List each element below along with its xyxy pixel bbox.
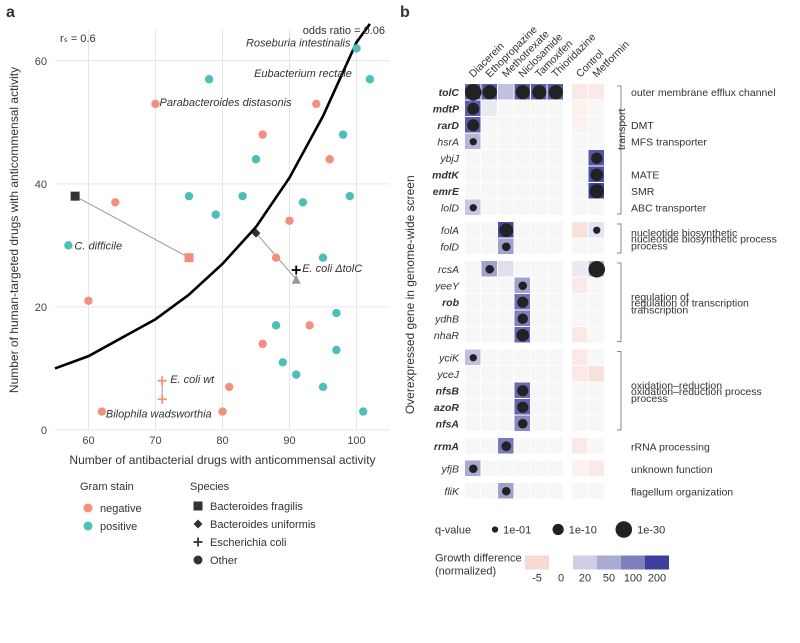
scatter-svg: 60 70 80 90 100 0 20 40 60 Roseburia intestinalis… [0, 0, 400, 640]
svg-text:1e-10: 1e-10 [569, 525, 597, 537]
svg-text:yceJ: yceJ [436, 369, 459, 381]
svg-text:unknown function: unknown function [631, 464, 713, 476]
svg-text:20: 20 [579, 573, 591, 585]
svg-text:tolC: tolC [439, 87, 460, 99]
svg-text:regulation of: regulation of [631, 291, 689, 303]
svg-text:80: 80 [216, 435, 228, 447]
svg-text:rarD: rarD [437, 120, 459, 132]
svg-text:flagellum organization: flagellum organization [631, 486, 733, 498]
svg-text:emrE: emrE [433, 186, 460, 198]
svg-text:positive: positive [100, 521, 137, 533]
figure: a 60 70 80 90 100 0 20 40 60 Roseburia intestinal… [0, 0, 800, 640]
svg-text:-5: -5 [532, 573, 542, 585]
svg-text:C. difficile: C. difficile [74, 240, 122, 252]
svg-text:mdtK: mdtK [432, 169, 460, 181]
panel-b-label: b [400, 4, 410, 22]
heatmap-svg: DiacereinEthopropazineMethotrexateNiclos… [400, 0, 800, 640]
svg-text:ybjJ: ybjJ [439, 153, 459, 165]
svg-text:process: process [631, 241, 668, 253]
svg-text:nhaR: nhaR [434, 330, 460, 342]
svg-text:yfjB: yfjB [440, 463, 459, 475]
svg-text:Other: Other [210, 555, 238, 567]
svg-text:ydhB: ydhB [434, 313, 459, 325]
svg-text:outer membrane efflux channel: outer membrane efflux channel [631, 87, 776, 99]
svg-text:rRNA processing: rRNA processing [631, 441, 710, 453]
panel-a-label: a [6, 4, 15, 22]
svg-text:yeeY: yeeY [434, 280, 460, 292]
svg-text:negative: negative [100, 503, 142, 515]
svg-text:100: 100 [347, 435, 365, 447]
svg-text:rob: rob [442, 297, 460, 309]
svg-text:Growth difference: Growth difference [435, 553, 522, 565]
svg-text:Escherichia coli: Escherichia coli [210, 537, 286, 549]
svg-text:20: 20 [35, 302, 47, 314]
svg-text:1e-30: 1e-30 [637, 525, 665, 537]
svg-text:Number of antibacterial drugs: Number of antibacterial drugs with antic… [69, 453, 375, 467]
svg-text:Species: Species [190, 481, 230, 493]
svg-text:MATE: MATE [631, 169, 659, 181]
svg-text:Number of human-targeted drugs: Number of human-targeted drugs with anti… [7, 67, 21, 393]
svg-text:hsrA: hsrA [437, 136, 459, 148]
panel-b: b DiacereinEthopropazineMethotrexateNicl… [400, 0, 800, 640]
svg-text:60: 60 [82, 435, 94, 447]
svg-text:60: 60 [35, 56, 47, 68]
svg-text:MFS transporter: MFS transporter [631, 136, 707, 148]
svg-text:yciK: yciK [438, 352, 460, 364]
svg-text:nfsA: nfsA [436, 418, 459, 430]
svg-text:folD: folD [440, 241, 459, 253]
svg-text:SMR: SMR [631, 186, 655, 198]
svg-text:lolD: lolD [441, 202, 460, 214]
svg-text:transport: transport [616, 108, 628, 150]
svg-text:0: 0 [41, 425, 47, 437]
svg-text:70: 70 [149, 435, 161, 447]
svg-text:nfsB: nfsB [436, 385, 460, 397]
svg-text:folA: folA [441, 225, 459, 237]
svg-text:process: process [631, 393, 668, 405]
svg-text:mdtP: mdtP [433, 103, 460, 115]
svg-text:rcsA: rcsA [438, 264, 459, 276]
svg-text:fliK: fliK [444, 486, 460, 498]
svg-text:E. coli wt: E. coli wt [170, 374, 215, 386]
svg-text:E. coli ΔtolC: E. coli ΔtolC [302, 263, 362, 275]
svg-text:0: 0 [558, 573, 564, 585]
svg-text:Gram stain: Gram stain [80, 481, 134, 493]
svg-text:DMT: DMT [631, 120, 654, 132]
svg-text:(normalized): (normalized) [435, 566, 496, 578]
svg-text:1e-01: 1e-01 [503, 525, 531, 537]
svg-text:Bacteroides uniformis: Bacteroides uniformis [210, 519, 316, 531]
svg-text:Roseburia intestinalis: Roseburia intestinalis [246, 37, 351, 49]
svg-text:oxidation–reduction: oxidation–reduction [631, 380, 722, 392]
svg-text:rₛ = 0.6: rₛ = 0.6 [60, 33, 96, 45]
svg-text:transcription: transcription [631, 304, 688, 316]
svg-text:90: 90 [283, 435, 295, 447]
svg-text:Bilophila wadsworthia: Bilophila wadsworthia [106, 409, 212, 421]
svg-text:odds ratio = 0.06: odds ratio = 0.06 [303, 25, 385, 37]
svg-text:rrmA: rrmA [434, 441, 459, 453]
svg-text:Overexpressed gene in genome-w: Overexpressed gene in genome-wide screen [403, 175, 417, 414]
svg-text:Bacteroides fragilis: Bacteroides fragilis [210, 501, 303, 513]
svg-text:ABC transporter: ABC transporter [631, 202, 707, 214]
svg-text:40: 40 [35, 179, 47, 191]
svg-text:q-value: q-value [435, 525, 471, 537]
svg-text:azoR: azoR [434, 402, 460, 414]
panel-a: a 60 70 80 90 100 0 20 40 60 Roseburia intestinal… [0, 0, 400, 640]
svg-text:Eubacterium rectale: Eubacterium rectale [254, 68, 352, 80]
svg-text:nucleotide biosynthetic: nucleotide biosynthetic [631, 228, 737, 240]
svg-text:200: 200 [648, 573, 666, 585]
svg-text:100: 100 [624, 573, 642, 585]
svg-text:Parabacteroides distasonis: Parabacteroides distasonis [160, 97, 293, 109]
svg-text:50: 50 [603, 573, 615, 585]
